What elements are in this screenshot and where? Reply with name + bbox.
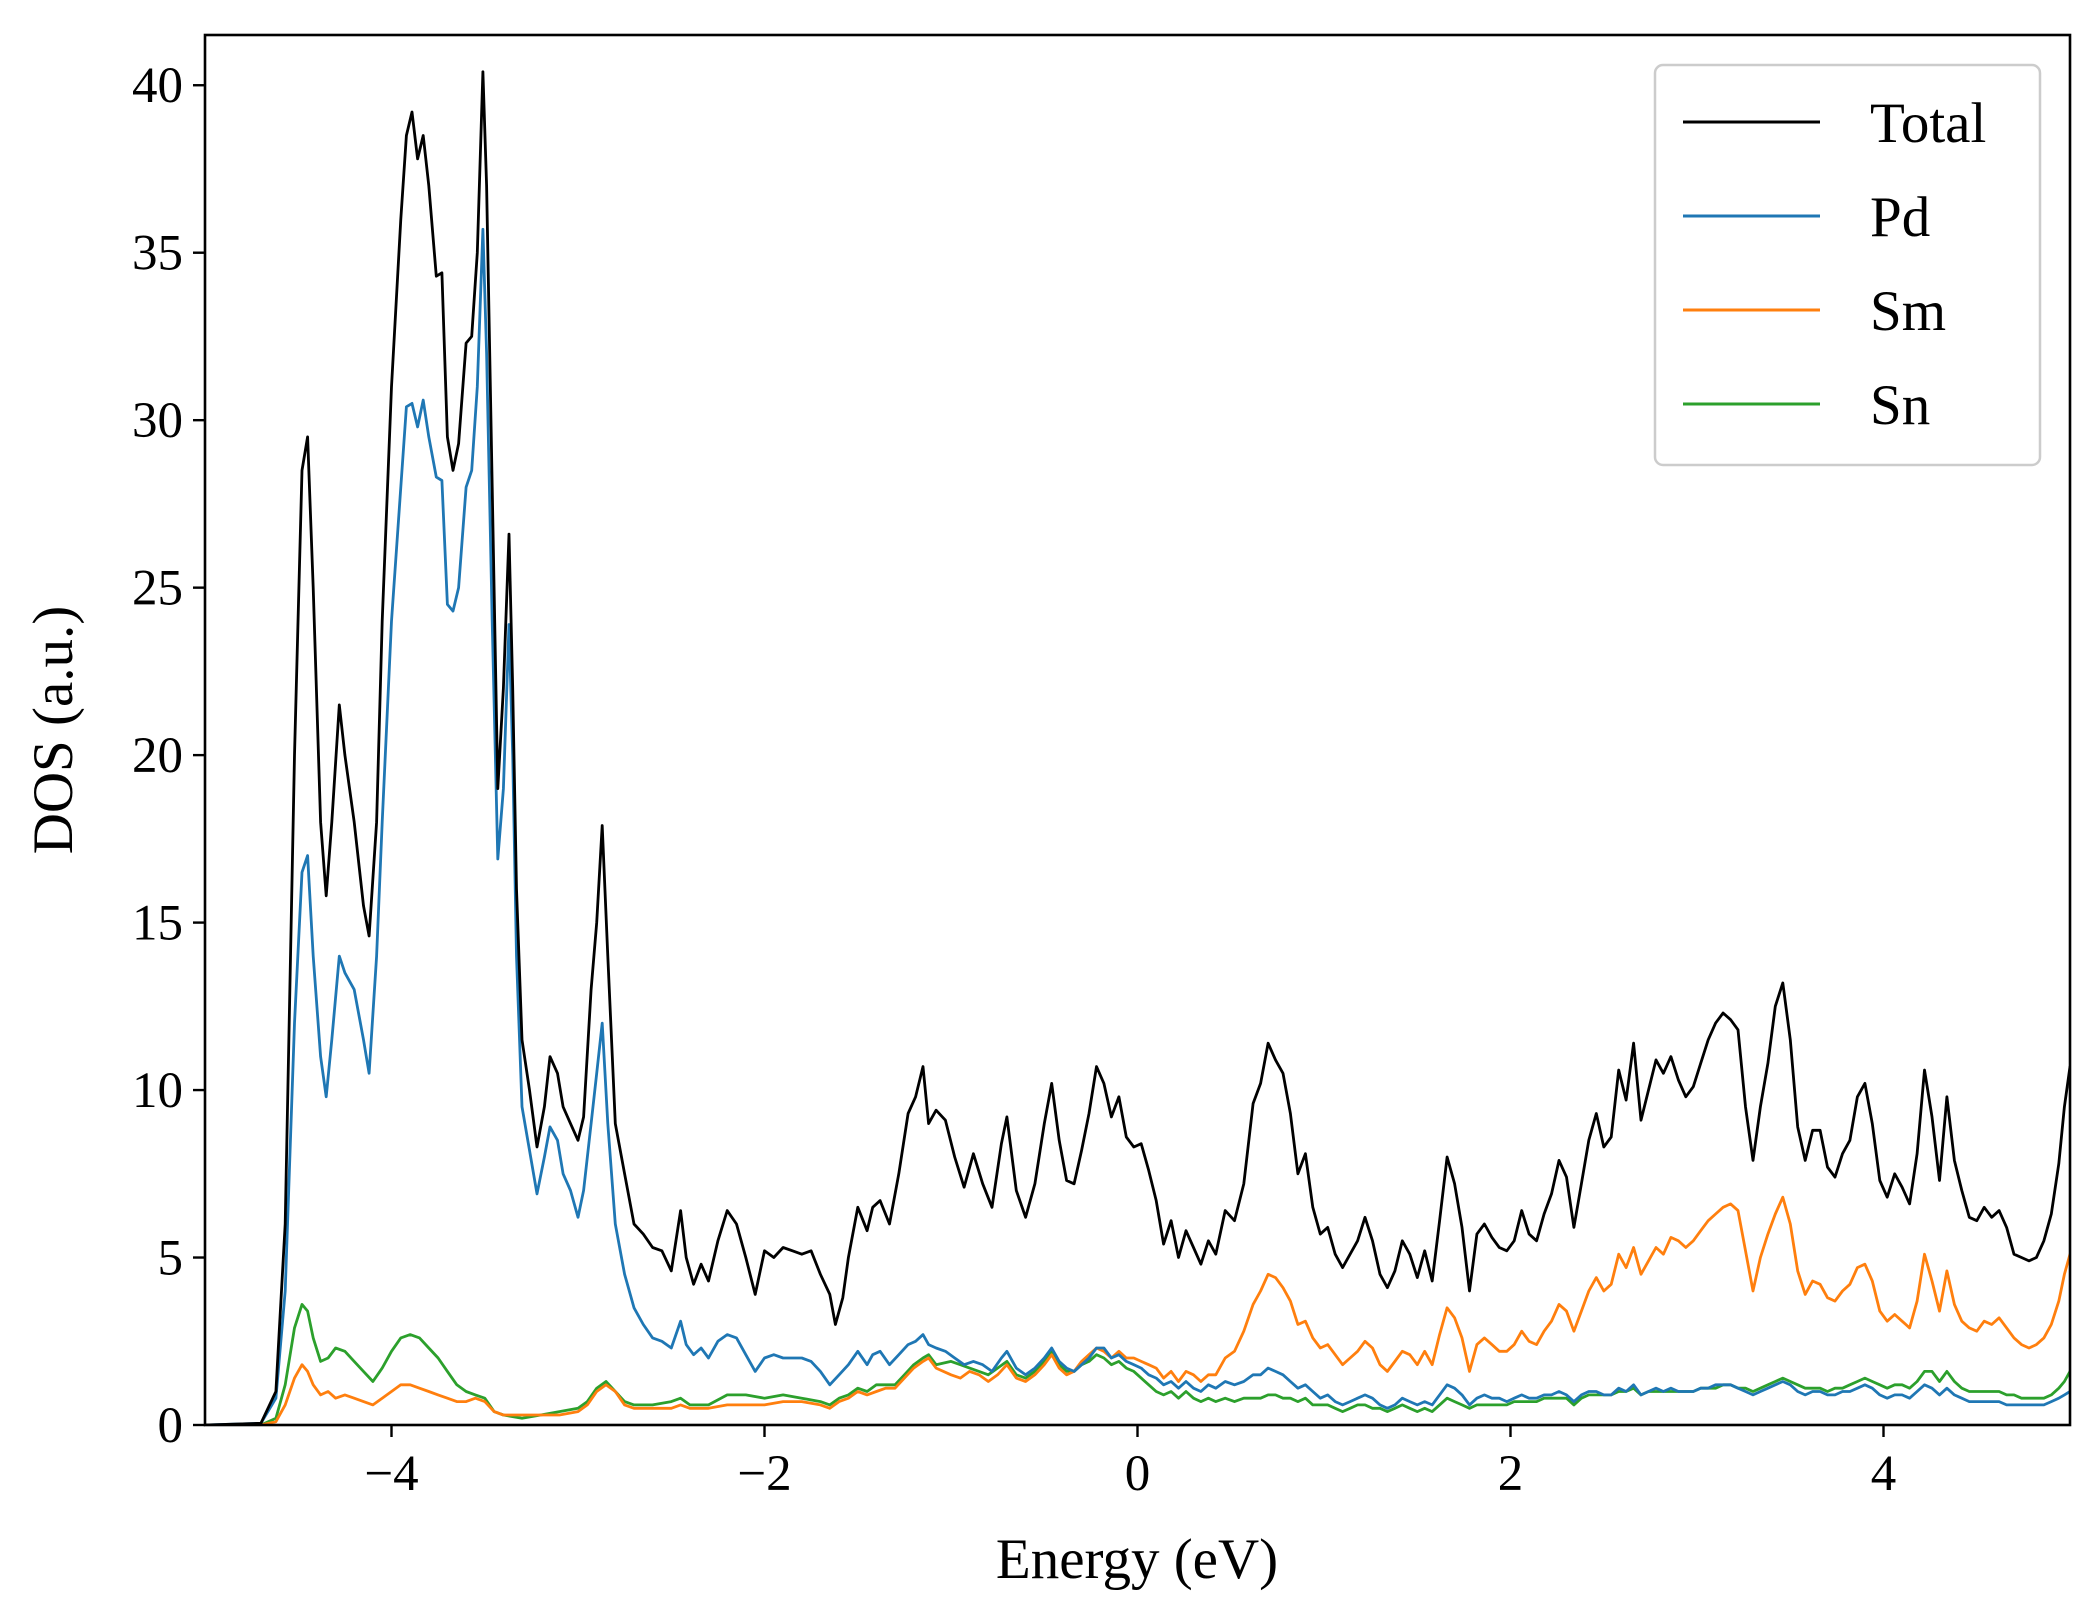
legend-label-pd: Pd: [1870, 186, 1930, 249]
y-tick-label: 0: [158, 1398, 184, 1454]
legend-label-total: Total: [1870, 92, 1986, 155]
y-tick-label: 10: [132, 1063, 183, 1119]
legend-label-sn: Sn: [1870, 374, 1930, 437]
legend-label-sm: Sm: [1870, 280, 1946, 343]
x-axis-title: Energy (eV): [996, 1528, 1278, 1591]
y-tick-label: 20: [132, 728, 183, 784]
y-tick-label: 40: [132, 58, 183, 114]
y-tick-label: 25: [132, 561, 183, 617]
y-tick-label: 30: [132, 393, 183, 449]
legend-entries: Total Pd Sm Sn: [1683, 92, 1986, 437]
y-axis-title: DOS (a.u.): [22, 606, 85, 855]
y-tick-label: 5: [158, 1231, 184, 1287]
y-tick-label: 35: [132, 226, 183, 282]
x-tick-label: 0: [1125, 1446, 1151, 1502]
x-tick-label: 2: [1498, 1446, 1524, 1502]
series-layer: [205, 70, 2070, 1425]
series-line-sn: [205, 1303, 2070, 1425]
x-tick-label: 4: [1871, 1446, 1897, 1502]
series-line-total: [205, 70, 2070, 1425]
legend: Total Pd Sm Sn: [1653, 63, 2042, 467]
y-tick-label: 15: [132, 896, 183, 952]
series-line-pd: [205, 227, 2070, 1425]
y-ticks: 0 5 10 15 20 25 30 35 40: [132, 58, 205, 1454]
x-tick-label: −4: [364, 1446, 418, 1502]
x-ticks: −4 −2 0 2 4: [364, 1425, 1896, 1502]
x-tick-label: −2: [737, 1446, 791, 1502]
legend-box: [1653, 63, 2042, 467]
series-line-sm: [205, 1195, 2070, 1425]
